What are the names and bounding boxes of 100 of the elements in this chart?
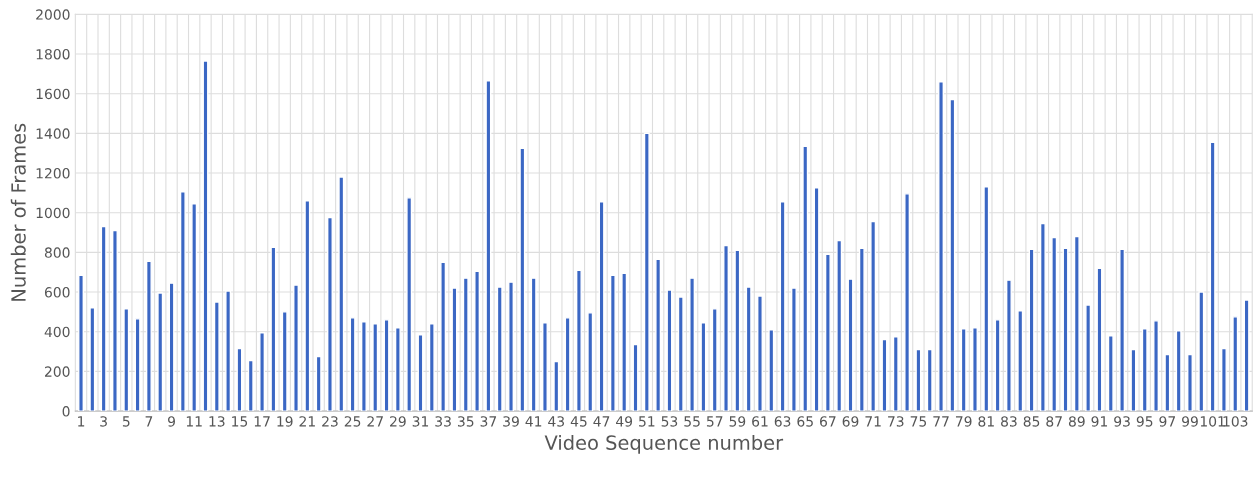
x-tick-label: 53 <box>661 416 678 427</box>
x-tick-label: 47 <box>593 416 610 427</box>
x-tick-label: 37 <box>480 416 497 427</box>
y-tick-label: 400 <box>44 326 70 338</box>
bar <box>247 359 254 412</box>
x-tick-label: 9 <box>168 416 175 427</box>
y-tick-label: 1000 <box>36 207 70 219</box>
bar <box>394 327 401 412</box>
bar <box>406 197 413 412</box>
bar <box>474 270 481 412</box>
bar <box>824 253 831 412</box>
bar <box>440 261 447 412</box>
x-tick-label: 63 <box>774 416 791 427</box>
bar <box>519 147 526 412</box>
bar <box>259 332 266 412</box>
y-axis-title: Number of Frames <box>10 123 26 301</box>
x-tick-label: 79 <box>955 416 972 427</box>
bar <box>598 201 605 412</box>
bar <box>1051 236 1058 412</box>
bar <box>1141 328 1148 412</box>
bar <box>1085 304 1092 412</box>
x-tick-label: 67 <box>820 416 836 427</box>
x-tick-label: 1 <box>78 416 85 427</box>
bar <box>564 317 571 412</box>
bar <box>677 296 684 412</box>
bar <box>530 277 537 412</box>
x-tick-label: 65 <box>797 416 813 427</box>
bar <box>168 282 175 412</box>
bar <box>858 247 865 412</box>
x-tick-label: 103 <box>1223 416 1248 427</box>
bar <box>904 193 911 412</box>
bar <box>609 274 616 412</box>
y-tick-label: 1400 <box>36 128 70 139</box>
bar <box>1220 347 1227 412</box>
bar <box>972 327 978 412</box>
bar <box>100 225 107 412</box>
bar <box>383 319 390 412</box>
x-tick-label: 5 <box>122 416 130 427</box>
bar <box>1039 222 1046 412</box>
bar <box>926 348 933 412</box>
x-tick-label: 97 <box>1159 416 1176 427</box>
bar <box>236 347 243 412</box>
bar <box>790 287 797 412</box>
x-tick-label: 31 <box>412 416 429 427</box>
bar <box>123 308 130 412</box>
bar <box>892 335 899 412</box>
x-tick-label: 17 <box>254 416 270 427</box>
bar <box>621 272 628 412</box>
bar <box>734 249 741 412</box>
bar <box>496 286 503 412</box>
bar <box>349 317 356 412</box>
x-tick-label: 55 <box>684 416 700 427</box>
bar <box>191 203 198 412</box>
bar <box>145 260 152 412</box>
bar <box>836 239 843 412</box>
x-tick-label: 99 <box>1182 416 1198 427</box>
x-tick-label: 61 <box>752 416 768 427</box>
bar <box>213 301 220 412</box>
bar <box>1243 299 1250 412</box>
x-tick-label: 13 <box>209 416 225 427</box>
x-tick-label: 69 <box>842 416 859 427</box>
y-tick-label: 2000 <box>36 9 70 20</box>
x-tick-label: 51 <box>639 416 655 427</box>
bar <box>1232 316 1239 412</box>
bar <box>1164 353 1171 412</box>
x-tick-label: 27 <box>367 416 383 427</box>
bar <box>1187 353 1193 412</box>
x-tick-label: 89 <box>1068 416 1085 427</box>
bar <box>813 187 820 412</box>
bar <box>372 323 379 412</box>
x-tick-label: 33 <box>435 416 451 427</box>
x-axis-title: Video Sequence number <box>544 434 784 454</box>
x-tick-label: 95 <box>1136 416 1153 427</box>
x-tick-label: 15 <box>232 416 248 427</box>
bar <box>643 132 650 412</box>
x-tick-label: 35 <box>457 416 474 427</box>
bar <box>112 229 118 412</box>
bar <box>779 201 786 412</box>
bar <box>293 284 299 412</box>
bar <box>745 286 752 412</box>
y-tick-label: 1800 <box>36 48 70 60</box>
bar <box>1130 348 1137 412</box>
bar <box>1209 141 1216 412</box>
x-tick-label: 19 <box>277 416 293 427</box>
y-tick-label: 600 <box>44 287 70 298</box>
x-tick-label: 41 <box>525 416 542 427</box>
bar <box>938 81 944 412</box>
bar <box>711 308 718 412</box>
x-tick-label: 81 <box>978 416 994 427</box>
x-tick-label: 11 <box>186 416 202 427</box>
bar <box>802 145 809 412</box>
x-tick-label: 77 <box>933 416 949 427</box>
bar <box>462 277 469 412</box>
x-tick-label: 3 <box>100 416 107 427</box>
y-tick-label: 0 <box>62 406 70 417</box>
x-tick-label: 73 <box>888 416 904 427</box>
x-tick-label: 25 <box>344 416 361 427</box>
x-tick-label: 85 <box>1023 416 1040 427</box>
bar <box>553 360 560 412</box>
x-tick-label: 21 <box>299 416 315 427</box>
